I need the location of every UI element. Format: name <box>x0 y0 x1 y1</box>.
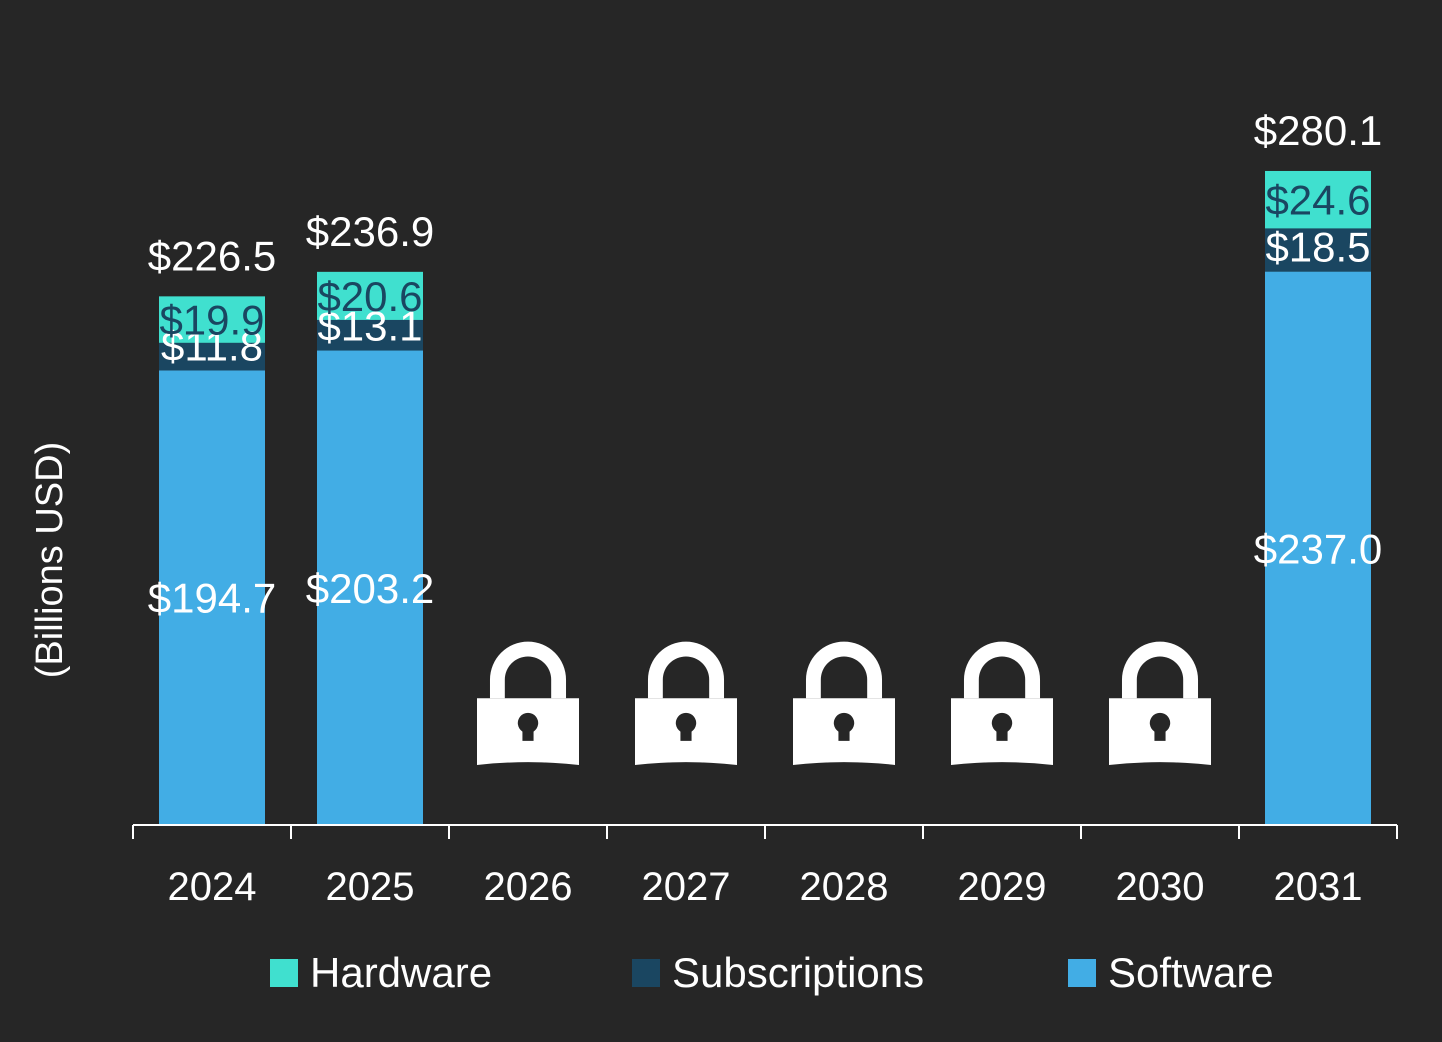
lock-icon <box>1109 641 1211 765</box>
bar-segment-software <box>317 350 423 825</box>
lock-icon <box>635 641 737 765</box>
data-label-software: $237.0 <box>1254 525 1382 572</box>
lock-icon <box>793 641 895 765</box>
data-label-hardware: $24.6 <box>1265 177 1370 224</box>
x-tick-label: 2026 <box>484 865 573 909</box>
lock-icon <box>951 641 1053 765</box>
x-tick-label: 2029 <box>958 865 1047 909</box>
legend-label-subscriptions: Subscriptions <box>672 949 924 996</box>
data-label-hardware: $20.6 <box>317 273 422 320</box>
data-label-subscriptions: $18.5 <box>1265 224 1370 271</box>
x-tick-label: 2027 <box>642 865 731 909</box>
data-label-total: $236.9 <box>306 208 434 255</box>
bar-segment-software <box>1265 271 1371 826</box>
lock-icon <box>477 641 579 765</box>
legend-label-hardware: Hardware <box>310 949 492 996</box>
data-label-software: $203.2 <box>306 565 434 612</box>
x-tick-label: 2028 <box>800 865 889 909</box>
x-tick-label: 2024 <box>168 865 257 909</box>
data-label-total: $280.1 <box>1254 107 1382 154</box>
data-label-hardware: $19.9 <box>159 297 264 344</box>
data-label-software: $194.7 <box>148 575 276 622</box>
data-label-subscriptions: $11.8 <box>161 322 263 369</box>
data-label-total: $226.5 <box>148 232 276 279</box>
bar-segment-subscriptions <box>1265 228 1371 272</box>
x-tick-label: 2025 <box>326 865 415 909</box>
bar-segment-hardware <box>317 271 423 320</box>
bar-segment-subscriptions <box>159 342 265 371</box>
bar-segment-hardware <box>159 296 265 343</box>
x-tick-label: 2030 <box>1116 865 1205 909</box>
bar-segment-hardware <box>1265 170 1371 229</box>
x-tick-label: 2031 <box>1274 865 1363 909</box>
y-axis-label: (Billions USD) <box>29 442 71 678</box>
legend-swatch-software <box>1068 959 1096 987</box>
data-label-subscriptions: $13.1 <box>317 303 422 350</box>
legend-swatch-subscriptions <box>632 959 660 987</box>
legend-swatch-hardware <box>270 959 298 987</box>
bar-segment-subscriptions <box>317 319 423 351</box>
legend-label-software: Software <box>1108 949 1274 996</box>
bar-segment-software <box>159 370 265 825</box>
